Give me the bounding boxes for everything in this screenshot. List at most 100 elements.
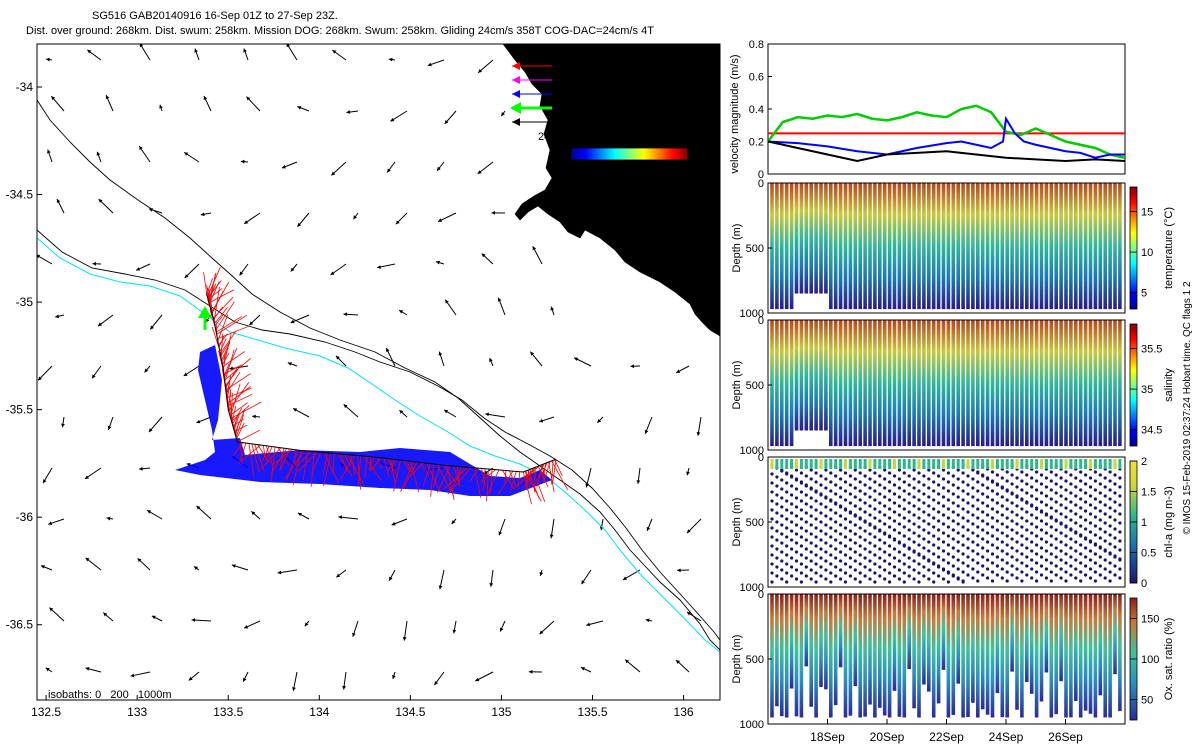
chl-sample — [971, 486, 975, 490]
swim-vector — [430, 463, 434, 497]
geo-arrow-head — [290, 319, 295, 324]
chl-sample — [927, 558, 931, 562]
profile-cast — [966, 594, 970, 718]
chl-sample — [912, 522, 916, 526]
chl-surface — [1010, 459, 1014, 469]
geo-arrow-head — [136, 267, 141, 271]
chl-sample — [888, 471, 892, 475]
chl-sample — [843, 507, 848, 511]
swim-vector — [436, 464, 454, 497]
chl-sample — [937, 474, 941, 478]
chl-sample — [804, 493, 808, 497]
chl-sample — [1044, 531, 1048, 535]
chl-sample — [814, 508, 818, 512]
profile-cast — [946, 594, 951, 718]
chl-sample — [941, 531, 946, 535]
chl-sample — [839, 577, 843, 581]
swim-vector — [214, 314, 224, 327]
chl-surface — [991, 459, 994, 469]
chl-sample — [907, 492, 911, 496]
chl-sample — [888, 489, 892, 493]
chl-sample — [961, 480, 965, 484]
colorbar — [1129, 323, 1138, 447]
chl-sample — [794, 514, 799, 518]
chl-sample — [1059, 476, 1063, 480]
chl-surface — [1020, 459, 1024, 469]
profile-cast — [961, 320, 965, 447]
depth-tick-label: 500 — [746, 517, 764, 529]
chl-sample — [902, 498, 906, 502]
profile-cast — [990, 320, 995, 447]
chl-sample — [809, 468, 813, 472]
chl-sample — [794, 550, 799, 554]
velocity-series-line — [768, 140, 1125, 163]
chl-sample — [804, 556, 808, 560]
chl-sample — [956, 558, 960, 562]
chl-sample — [1088, 558, 1093, 562]
profile-cast — [799, 183, 804, 294]
chl-sample — [863, 565, 867, 569]
profile-cast — [1039, 320, 1044, 447]
chl-sample — [1010, 501, 1014, 505]
chl-sample — [1069, 518, 1073, 522]
profile-cast — [775, 183, 779, 310]
chl-sample — [1074, 494, 1078, 498]
chl-sample — [809, 568, 813, 572]
chl-sample — [1108, 506, 1112, 510]
colorbar — [1129, 186, 1138, 310]
swim-vector — [254, 444, 265, 471]
chl-sample — [848, 483, 853, 487]
swim-vector — [230, 401, 262, 419]
chl-sample — [770, 490, 774, 494]
geo-arrow-head — [196, 505, 201, 510]
chl-sample — [932, 580, 936, 584]
chl-sample — [897, 540, 902, 544]
chl-surface — [951, 459, 955, 469]
chl-sample — [804, 474, 808, 478]
chl-sample — [1054, 491, 1058, 495]
chl-sample — [917, 543, 921, 547]
chl-sample — [814, 526, 818, 530]
profile-cast — [1034, 183, 1039, 310]
chl-sample — [814, 499, 818, 503]
profile-cast — [907, 594, 911, 669]
chl-sample — [1084, 564, 1088, 568]
chl-sample — [981, 519, 985, 523]
chl-surface — [809, 459, 813, 469]
swim-vector — [233, 413, 240, 431]
chl-sample — [951, 537, 955, 541]
chl-sample — [1005, 507, 1009, 511]
profile-cast — [853, 183, 858, 310]
chl-surface — [1093, 459, 1097, 469]
chl-sample — [995, 528, 1000, 532]
chl-sample — [922, 574, 926, 578]
chl-sample — [951, 492, 955, 496]
profile-cast — [784, 594, 789, 718]
profile-cast — [1044, 594, 1049, 673]
chl-sample — [1064, 479, 1068, 483]
chl-sample — [839, 523, 843, 527]
chl-sample — [829, 526, 833, 530]
chl-sample — [1059, 494, 1063, 498]
chl-sample — [1035, 552, 1039, 556]
chl-sample — [981, 473, 985, 477]
map-y-tick-label: -36 — [16, 510, 34, 524]
chl-sample — [785, 544, 789, 548]
profile-cast — [1029, 320, 1034, 447]
profile-cast — [814, 183, 818, 294]
chl-sample — [1015, 513, 1019, 517]
chl-sample — [1088, 539, 1093, 543]
profile-cast — [936, 594, 941, 704]
swim-vector — [216, 314, 248, 335]
chl-sample — [1118, 512, 1122, 516]
chl-sample — [1025, 564, 1029, 568]
chl-sample — [1020, 579, 1024, 583]
profile-cast — [789, 320, 794, 447]
chl-sample — [858, 507, 862, 511]
profile-cast — [1029, 183, 1034, 310]
chl-sample — [1059, 549, 1063, 553]
profile-cast — [995, 183, 1000, 310]
chl-sample — [907, 519, 911, 523]
chl-surface — [1025, 459, 1029, 469]
chl-sample — [775, 484, 779, 488]
